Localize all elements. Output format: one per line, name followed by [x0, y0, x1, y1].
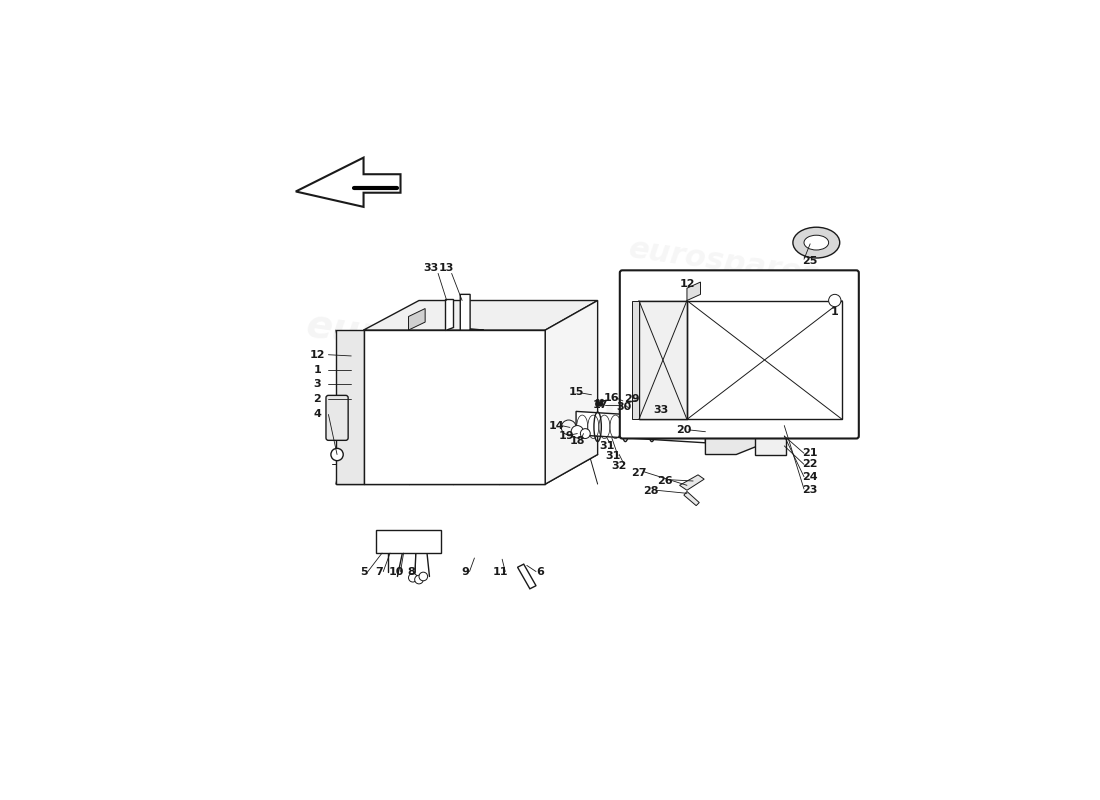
Circle shape — [828, 294, 840, 306]
Ellipse shape — [751, 401, 789, 419]
Polygon shape — [639, 301, 686, 419]
Text: 17: 17 — [593, 400, 608, 410]
Circle shape — [331, 448, 343, 461]
Text: 31: 31 — [600, 441, 615, 451]
Text: 30: 30 — [616, 402, 631, 412]
Ellipse shape — [793, 227, 839, 258]
Text: 24: 24 — [802, 472, 818, 482]
Text: 27: 27 — [631, 468, 647, 478]
Polygon shape — [680, 475, 704, 490]
Polygon shape — [766, 336, 791, 361]
Polygon shape — [686, 282, 701, 301]
Text: 4: 4 — [314, 410, 321, 419]
Text: 8: 8 — [407, 566, 415, 577]
Text: 16: 16 — [604, 393, 619, 403]
FancyBboxPatch shape — [326, 395, 348, 440]
Text: 5: 5 — [360, 566, 367, 577]
Text: 33: 33 — [653, 405, 669, 415]
Ellipse shape — [804, 235, 828, 250]
Polygon shape — [546, 301, 597, 484]
Polygon shape — [631, 301, 639, 419]
Text: 6: 6 — [537, 566, 544, 577]
Polygon shape — [363, 301, 597, 330]
Text: eurospares: eurospares — [627, 234, 822, 290]
Polygon shape — [336, 330, 363, 484]
Text: 26: 26 — [658, 476, 673, 486]
Circle shape — [415, 575, 424, 584]
Circle shape — [601, 399, 604, 402]
Text: 10: 10 — [388, 566, 404, 577]
Polygon shape — [376, 530, 440, 553]
Text: 29: 29 — [624, 394, 639, 404]
Ellipse shape — [714, 350, 770, 386]
Text: 25: 25 — [803, 256, 817, 266]
Text: 19: 19 — [559, 431, 574, 441]
Polygon shape — [576, 411, 705, 443]
Polygon shape — [730, 368, 754, 410]
Polygon shape — [755, 410, 785, 454]
Text: 31: 31 — [605, 451, 620, 462]
Text: allsports: allsports — [603, 389, 771, 444]
Circle shape — [571, 426, 583, 438]
Text: 18: 18 — [570, 436, 585, 446]
Text: 3: 3 — [314, 379, 321, 390]
Circle shape — [598, 402, 603, 406]
Text: 21: 21 — [802, 448, 818, 458]
Text: 28: 28 — [644, 486, 659, 497]
Text: 15: 15 — [569, 386, 584, 397]
Circle shape — [595, 402, 601, 406]
Text: 14: 14 — [549, 421, 564, 430]
Text: 12: 12 — [309, 350, 326, 360]
Polygon shape — [684, 491, 700, 506]
Text: 20: 20 — [676, 425, 692, 435]
Text: 13: 13 — [439, 263, 454, 274]
Circle shape — [419, 572, 428, 581]
Polygon shape — [446, 299, 453, 330]
Text: 33: 33 — [424, 263, 439, 274]
Polygon shape — [639, 301, 843, 419]
Ellipse shape — [733, 399, 782, 422]
Text: 1: 1 — [830, 306, 838, 317]
Polygon shape — [620, 386, 625, 406]
Polygon shape — [296, 158, 400, 207]
Text: 23: 23 — [803, 486, 817, 495]
Text: 7: 7 — [375, 566, 383, 577]
Polygon shape — [517, 564, 536, 589]
Text: 11: 11 — [493, 566, 508, 577]
Polygon shape — [408, 309, 425, 330]
Polygon shape — [460, 294, 484, 330]
Text: 22: 22 — [802, 459, 818, 470]
Circle shape — [596, 399, 600, 402]
Text: 12: 12 — [679, 279, 695, 289]
Circle shape — [408, 574, 417, 582]
Circle shape — [581, 429, 591, 438]
Text: 2: 2 — [314, 394, 321, 404]
Polygon shape — [363, 330, 546, 484]
Text: eurospares: eurospares — [304, 306, 552, 378]
Text: 9: 9 — [461, 566, 469, 577]
Text: 32: 32 — [612, 461, 627, 470]
Polygon shape — [705, 410, 758, 454]
Text: 1: 1 — [314, 365, 321, 375]
FancyBboxPatch shape — [619, 270, 859, 438]
